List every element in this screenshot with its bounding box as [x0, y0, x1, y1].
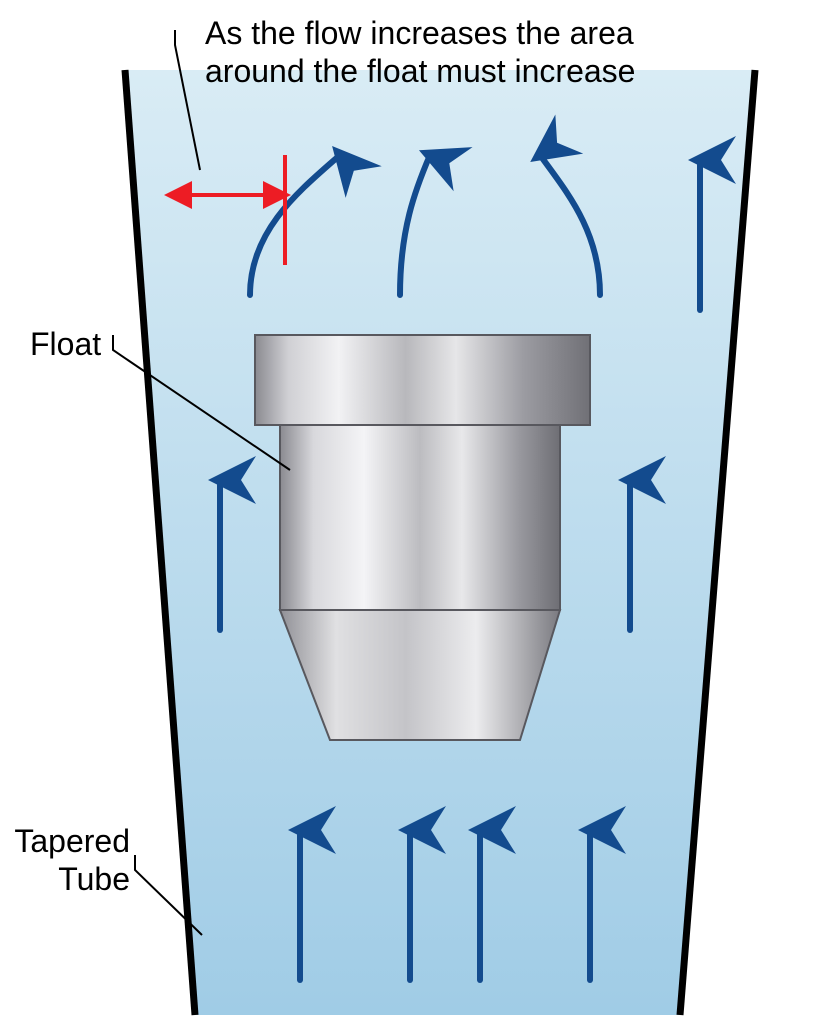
annotation-line1: As the flow increases the area [205, 15, 634, 51]
float-body [280, 425, 560, 610]
annotation-label: As the flow increases the area around th… [205, 14, 635, 91]
tube-line2: Tube [58, 861, 130, 897]
tube-line1: Tapered [14, 823, 130, 859]
annotation-line2: around the float must increase [205, 53, 635, 89]
float-label: Float [30, 325, 101, 363]
tube-label: Tapered Tube [10, 822, 130, 899]
rotameter-diagram: As the flow increases the area around th… [0, 0, 819, 1024]
float-cap [255, 335, 590, 425]
float-cone [280, 610, 560, 740]
